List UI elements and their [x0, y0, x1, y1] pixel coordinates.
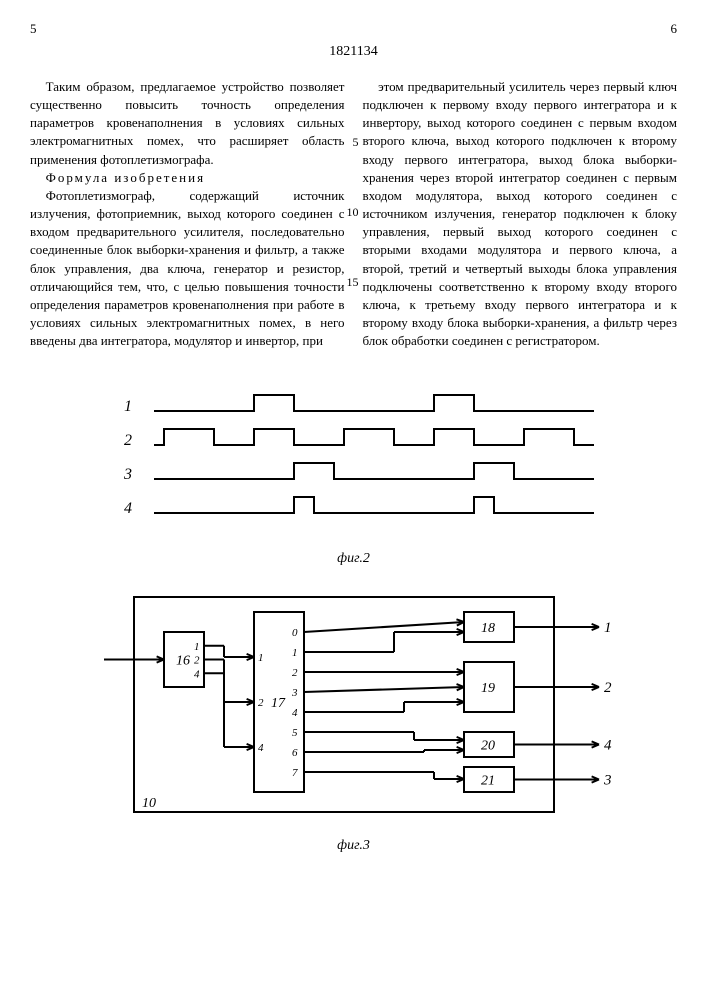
- svg-text:2: 2: [604, 680, 612, 696]
- text-columns: Таким образом, предлагаемое устройство п…: [30, 78, 677, 351]
- svg-text:0: 0: [292, 627, 298, 639]
- svg-text:18: 18: [481, 621, 495, 636]
- svg-text:2: 2: [124, 432, 132, 449]
- svg-text:2: 2: [258, 697, 264, 709]
- svg-text:3: 3: [603, 773, 612, 789]
- figure-2-label: фиг.2: [30, 549, 677, 569]
- figure-2-svg: 1 2 3 4: [104, 375, 604, 545]
- svg-text:2: 2: [292, 667, 298, 679]
- svg-text:1: 1: [258, 652, 264, 664]
- left-para-2: Формула изобретения: [30, 169, 345, 187]
- svg-text:4: 4: [258, 742, 264, 754]
- left-para-1: Таким образом, предлагаемое устройство п…: [30, 78, 345, 169]
- svg-text:1: 1: [292, 647, 298, 659]
- figure-3-svg: 10161701234567124181920211241243: [94, 582, 614, 832]
- svg-text:4: 4: [604, 738, 612, 754]
- figure-3-label: фиг.3: [30, 836, 677, 856]
- svg-text:16: 16: [176, 654, 190, 669]
- svg-text:19: 19: [481, 681, 495, 696]
- svg-text:1: 1: [604, 620, 612, 636]
- svg-text:20: 20: [481, 739, 495, 754]
- svg-text:4: 4: [292, 707, 298, 719]
- svg-text:4: 4: [194, 668, 200, 680]
- figure-3: 10161701234567124181920211241243 фиг.3: [30, 582, 677, 856]
- figure-2: 1 2 3 4 фиг.2: [30, 375, 677, 569]
- svg-text:2: 2: [194, 655, 200, 667]
- right-para-1: этом предварительный усилитель через пер…: [363, 78, 678, 351]
- right-column: этом предварительный усилитель через пер…: [363, 78, 678, 351]
- svg-text:1: 1: [194, 641, 200, 653]
- svg-text:3: 3: [123, 466, 132, 483]
- svg-text:10: 10: [142, 796, 156, 811]
- svg-text:3: 3: [291, 687, 298, 699]
- page-right: 6: [671, 20, 678, 38]
- svg-text:7: 7: [292, 767, 298, 779]
- left-para-3: Фотоплетизмограф, содержащий источник из…: [30, 187, 345, 351]
- line-marker-5: 5: [353, 134, 359, 151]
- line-marker-15: 15: [347, 274, 359, 291]
- page-left: 5: [30, 20, 37, 38]
- svg-text:17: 17: [271, 696, 286, 711]
- svg-text:5: 5: [292, 727, 298, 739]
- left-column: Таким образом, предлагаемое устройство п…: [30, 78, 345, 351]
- svg-text:4: 4: [124, 500, 132, 517]
- svg-text:21: 21: [481, 774, 495, 789]
- document-number: 1821134: [30, 42, 677, 62]
- svg-text:6: 6: [292, 747, 298, 759]
- line-marker-10: 10: [347, 204, 359, 221]
- page-numbers: 5 6: [30, 20, 677, 38]
- svg-text:1: 1: [124, 398, 132, 415]
- formula-title: Формула изобретения: [46, 170, 205, 185]
